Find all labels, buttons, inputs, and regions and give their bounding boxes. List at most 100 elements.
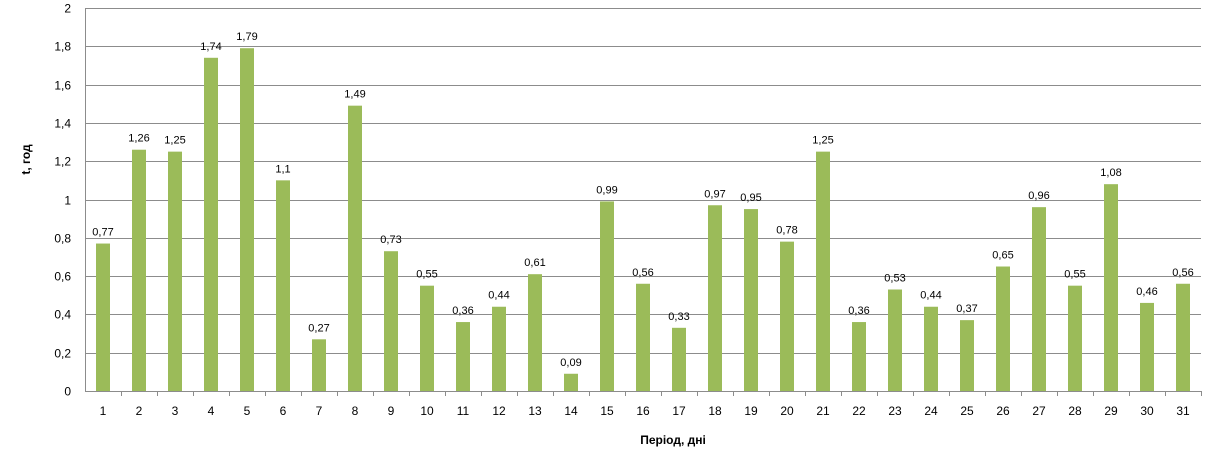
data-label: 0,56 (632, 267, 653, 279)
data-label: 0,09 (560, 357, 581, 369)
y-tick-label: 1 (64, 194, 71, 208)
bar (600, 201, 614, 391)
x-tick-label: 22 (852, 404, 866, 418)
y-tick-label: 0,2 (54, 347, 71, 361)
bar (168, 151, 182, 392)
x-tick-label: 15 (600, 404, 614, 418)
bar (348, 105, 362, 392)
bar (132, 149, 146, 391)
x-tick-label: 5 (244, 404, 251, 418)
data-label: 0,44 (488, 290, 509, 302)
bar (1176, 283, 1190, 391)
y-tick-label: 1,6 (54, 79, 71, 93)
data-label: 0,78 (776, 225, 797, 237)
data-label: 0,37 (956, 303, 977, 315)
grid-layer (85, 8, 1201, 392)
bar (1068, 285, 1082, 391)
bar (816, 151, 830, 392)
bar (744, 209, 758, 391)
bar (420, 285, 434, 391)
bar (852, 322, 866, 391)
x-tick-label: 13 (528, 404, 542, 418)
bar (276, 180, 290, 391)
x-tick-label: 8 (352, 404, 359, 418)
data-label: 0,53 (884, 273, 905, 285)
x-tick-label: 17 (672, 404, 686, 418)
data-label: 0,61 (524, 257, 545, 269)
y-tick-label: 1,2 (54, 155, 71, 169)
x-tick-label: 12 (492, 404, 506, 418)
y-tick-label: 0,4 (54, 308, 71, 322)
data-label: 0,36 (848, 305, 869, 317)
bar (456, 322, 470, 391)
data-label: 1,74 (200, 41, 221, 53)
data-label: 1,79 (236, 31, 257, 43)
x-tick-label: 6 (280, 404, 287, 418)
bar (888, 289, 902, 391)
x-tick-label: 4 (208, 404, 215, 418)
y-tick-label: 0 (64, 385, 71, 399)
bar (564, 373, 578, 391)
data-labels-layer: 0,77 1,26 1,25 1,74 1,79 1,1 0,27 1,49 0,73 0,55 0… (92, 31, 1193, 369)
x-tick-label: 25 (960, 404, 974, 418)
bar (204, 57, 218, 391)
bar (96, 243, 110, 391)
x-tick-label: 30 (1140, 404, 1154, 418)
bar (1032, 207, 1046, 391)
x-axis-title: Період, дні (640, 433, 706, 447)
data-label: 0,95 (740, 192, 761, 204)
data-label: 0,55 (1064, 269, 1085, 281)
x-tick-label: 10 (420, 404, 434, 418)
x-tick-label: 2 (136, 404, 143, 418)
data-label: 0,97 (704, 188, 725, 200)
x-tick-label: 16 (636, 404, 650, 418)
data-label: 0,55 (416, 269, 437, 281)
x-tick-label: 9 (388, 404, 395, 418)
y-axis-title: t, год (19, 144, 33, 175)
x-tick-label: 7 (316, 404, 323, 418)
x-tick-label: 29 (1104, 404, 1118, 418)
data-label: 0,27 (308, 322, 329, 334)
data-label: 0,77 (92, 227, 113, 239)
bar (672, 327, 686, 391)
data-label: 0,36 (452, 305, 473, 317)
y-tick-label: 2 (64, 2, 71, 16)
x-tick-label: 3 (172, 404, 179, 418)
bar (780, 241, 794, 391)
data-label: 1,08 (1100, 167, 1121, 179)
bar (492, 306, 506, 391)
x-tick-label: 1 (100, 404, 107, 418)
x-tick-label: 21 (816, 404, 830, 418)
data-label: 0,65 (992, 250, 1013, 262)
data-label: 0,33 (668, 311, 689, 323)
x-tick-label: 26 (996, 404, 1010, 418)
bar (1104, 184, 1118, 391)
x-tick-label: 23 (888, 404, 902, 418)
y-tick-label: 0,8 (54, 232, 71, 246)
bar (1140, 302, 1154, 391)
x-tick-label: 31 (1176, 404, 1190, 418)
x-tick-label: 28 (1068, 404, 1082, 418)
data-label: 1,25 (812, 135, 833, 147)
bar (996, 266, 1010, 391)
x-tick-label: 27 (1032, 404, 1046, 418)
data-label: 0,46 (1136, 286, 1157, 298)
bar (960, 320, 974, 391)
bar (240, 48, 254, 392)
bars-layer (96, 48, 1190, 392)
x-tick-label: 19 (744, 404, 758, 418)
data-label: 1,25 (164, 135, 185, 147)
axes-layer: 00,20,40,60,811,21,41,61,821 2 3 4 5 6 7 8 9 10 11… (54, 2, 1202, 418)
bar (384, 251, 398, 391)
data-label: 0,99 (596, 184, 617, 196)
y-tick-label: 1,4 (54, 117, 71, 131)
data-label: 0,56 (1172, 267, 1193, 279)
x-tick-label: 18 (708, 404, 722, 418)
bar (708, 205, 722, 391)
data-label: 0,73 (380, 234, 401, 246)
data-label: 0,44 (920, 290, 941, 302)
bar (312, 339, 326, 391)
data-label: 1,1 (275, 163, 290, 175)
